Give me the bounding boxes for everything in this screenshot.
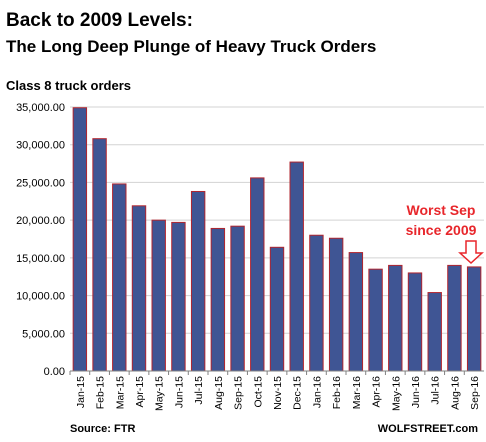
bar-oct-15 bbox=[250, 177, 265, 372]
bar-aug-16 bbox=[447, 264, 462, 372]
y-tick-label: 30,000.00 bbox=[16, 140, 65, 152]
source-note: Source: FTR bbox=[70, 423, 135, 435]
y-tick-label: 0.00 bbox=[44, 366, 65, 378]
bar-may-15 bbox=[151, 219, 166, 372]
y-tick-label: 10,000.00 bbox=[16, 291, 65, 303]
x-tick-label: Feb-16 bbox=[331, 376, 343, 409]
x-tick-label: Jan-16 bbox=[311, 376, 323, 408]
bar-aug-15 bbox=[210, 227, 226, 372]
bar-dec-15 bbox=[289, 161, 304, 372]
x-tick-label: Apr-16 bbox=[371, 376, 383, 408]
bar-feb-16 bbox=[328, 237, 344, 372]
bar-jan-15 bbox=[72, 107, 88, 372]
x-tick-label: Mar-16 bbox=[351, 376, 363, 409]
bar-jan-16 bbox=[309, 234, 324, 372]
x-tick-label: Oct-15 bbox=[252, 376, 264, 408]
bar-sep-15 bbox=[230, 225, 245, 372]
x-tick-label: Jun-15 bbox=[173, 376, 185, 408]
y-tick-label: 35,000.00 bbox=[16, 102, 65, 114]
y-tick-label: 25,000.00 bbox=[16, 177, 65, 189]
x-tick-label: Sep-16 bbox=[469, 376, 481, 410]
bar-jun-16 bbox=[407, 272, 423, 372]
x-tick-label: Sep-15 bbox=[233, 376, 245, 410]
y-axis-label: Class 8 truck orders bbox=[6, 78, 131, 93]
bar-sep-16 bbox=[466, 266, 482, 372]
x-tick-label: Feb-15 bbox=[95, 376, 107, 409]
x-tick-label: Jun-16 bbox=[410, 376, 422, 408]
chart-subtitle: The Long Deep Plunge of Heavy Truck Orde… bbox=[6, 37, 376, 56]
x-tick-label: Aug-15 bbox=[213, 376, 225, 410]
x-tick-label: May-16 bbox=[390, 376, 402, 411]
bar-feb-15 bbox=[92, 138, 107, 372]
x-tick-label: Dec-15 bbox=[292, 376, 304, 410]
y-tick-label: 5,000.00 bbox=[22, 328, 65, 340]
bars bbox=[72, 107, 482, 372]
x-tick-label: Aug-16 bbox=[449, 376, 461, 410]
x-tick-label: Mar-15 bbox=[114, 376, 126, 409]
bar-apr-16 bbox=[368, 268, 383, 372]
annotation-line-1: Worst Sep bbox=[407, 202, 476, 218]
bar-jul-16 bbox=[427, 292, 442, 372]
x-tick-labels: Jan-15 Feb-15 Mar-15 Apr-15 May-15 Jun-15 Jul-… bbox=[69, 371, 481, 411]
y-tick-label: 15,000.00 bbox=[16, 253, 65, 265]
bar-mar-15 bbox=[112, 183, 127, 372]
annotation-arrow-icon bbox=[458, 240, 484, 265]
y-tick-label: 20,000.00 bbox=[16, 215, 65, 227]
x-tick-label: Nov-15 bbox=[272, 376, 284, 410]
x-tick-label: May-15 bbox=[154, 376, 166, 411]
x-tick-label: Jul-15 bbox=[193, 376, 205, 405]
bar-nov-15 bbox=[269, 246, 285, 372]
y-tick-labels: 0.00 5,000.00 10,000.00 15,000.00 20,000.00 2… bbox=[16, 102, 65, 378]
bar-jun-15 bbox=[171, 221, 186, 372]
bar-mar-16 bbox=[348, 252, 364, 372]
x-tick-label: Jul-16 bbox=[430, 376, 442, 405]
chart-title: Back to 2009 Levels: bbox=[6, 10, 193, 31]
bar-jul-15 bbox=[190, 190, 206, 372]
bar-apr-15 bbox=[131, 205, 147, 372]
annotation-line-2: since 2009 bbox=[406, 222, 477, 238]
x-tick-label: Apr-15 bbox=[134, 376, 146, 408]
bar-may-16 bbox=[388, 264, 403, 372]
x-tick-label: Jan-15 bbox=[75, 376, 87, 408]
brand-watermark: WOLFSTREET.com bbox=[378, 423, 478, 435]
